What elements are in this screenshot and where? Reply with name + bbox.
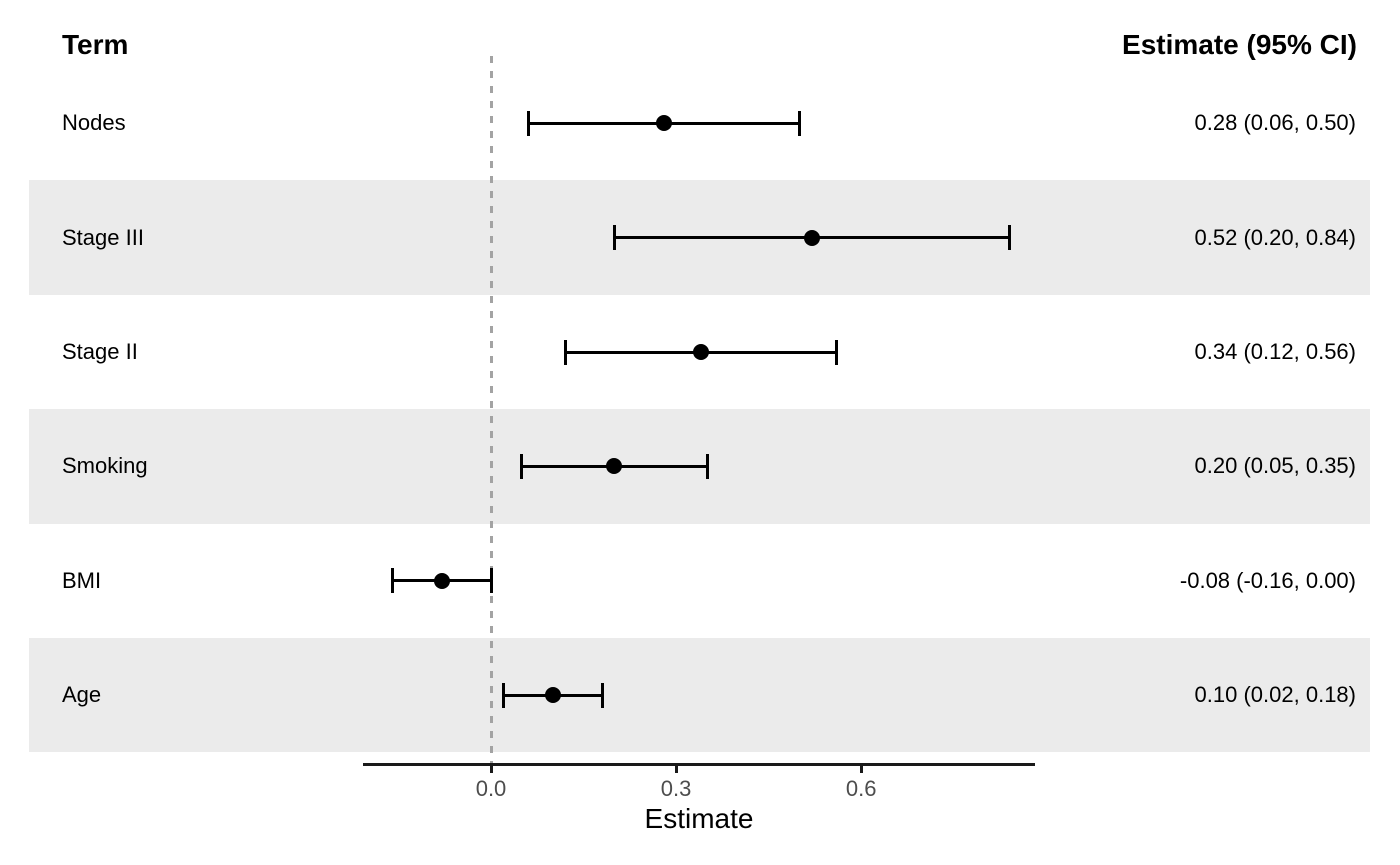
ci-cap-low	[390, 568, 394, 594]
estimate-point-marker	[692, 344, 709, 360]
term-label: Age	[62, 682, 102, 708]
estimate-ci-value: 0.34 (0.12, 0.56)	[1194, 339, 1356, 364]
ci-cap-high	[489, 568, 493, 594]
x-axis-tick	[489, 765, 493, 773]
estimate-point-marker	[433, 572, 450, 589]
term-column-header: Term	[62, 29, 129, 60]
estimate-point-marker	[544, 687, 561, 704]
term-label: Nodes	[62, 110, 126, 136]
ci-cap-high	[798, 110, 801, 136]
ci-cap-low	[520, 453, 524, 479]
ci-cap-high	[600, 682, 604, 708]
ci-cap-low	[563, 339, 567, 365]
ci-cap-high	[705, 453, 709, 479]
estimate-ci-value: 0.52 (0.20, 0.84)	[1194, 224, 1356, 250]
x-axis-tick	[859, 765, 863, 773]
x-axis-line	[363, 763, 1035, 766]
ci-cap-low	[501, 682, 505, 708]
term-label: Stage II	[62, 339, 138, 364]
x-axis-tick-label: 0.0	[475, 776, 507, 801]
ci-cap-low	[612, 225, 616, 251]
estimate-point-marker	[803, 229, 820, 246]
x-axis-tick-label: 0.6	[845, 776, 877, 801]
estimate-point-marker	[606, 458, 623, 475]
x-axis-tick-label: 0.3	[660, 776, 692, 801]
term-label: Smoking	[62, 453, 148, 479]
ci-cap-low	[526, 110, 530, 136]
estimate-ci-column-header: Estimate (95% CI)	[1122, 29, 1357, 60]
x-axis-title: Estimate	[644, 803, 754, 834]
ci-cap-high	[835, 339, 838, 365]
estimate-point-marker	[655, 115, 672, 132]
estimate-ci-value: 0.28 (0.06, 0.50)	[1194, 110, 1356, 136]
estimate-ci-value: -0.08 (-0.16, 0.00)	[1179, 567, 1356, 593]
ci-cap-high	[1007, 225, 1011, 251]
estimate-ci-value: 0.10 (0.02, 0.18)	[1194, 682, 1356, 708]
estimate-ci-value: 0.20 (0.05, 0.35)	[1194, 453, 1356, 479]
row-stripe-band	[29, 638, 1370, 753]
term-label: Stage III	[62, 224, 144, 250]
x-axis-tick	[674, 765, 678, 773]
term-label: BMI	[62, 567, 102, 593]
zero-reference-line	[489, 56, 493, 765]
